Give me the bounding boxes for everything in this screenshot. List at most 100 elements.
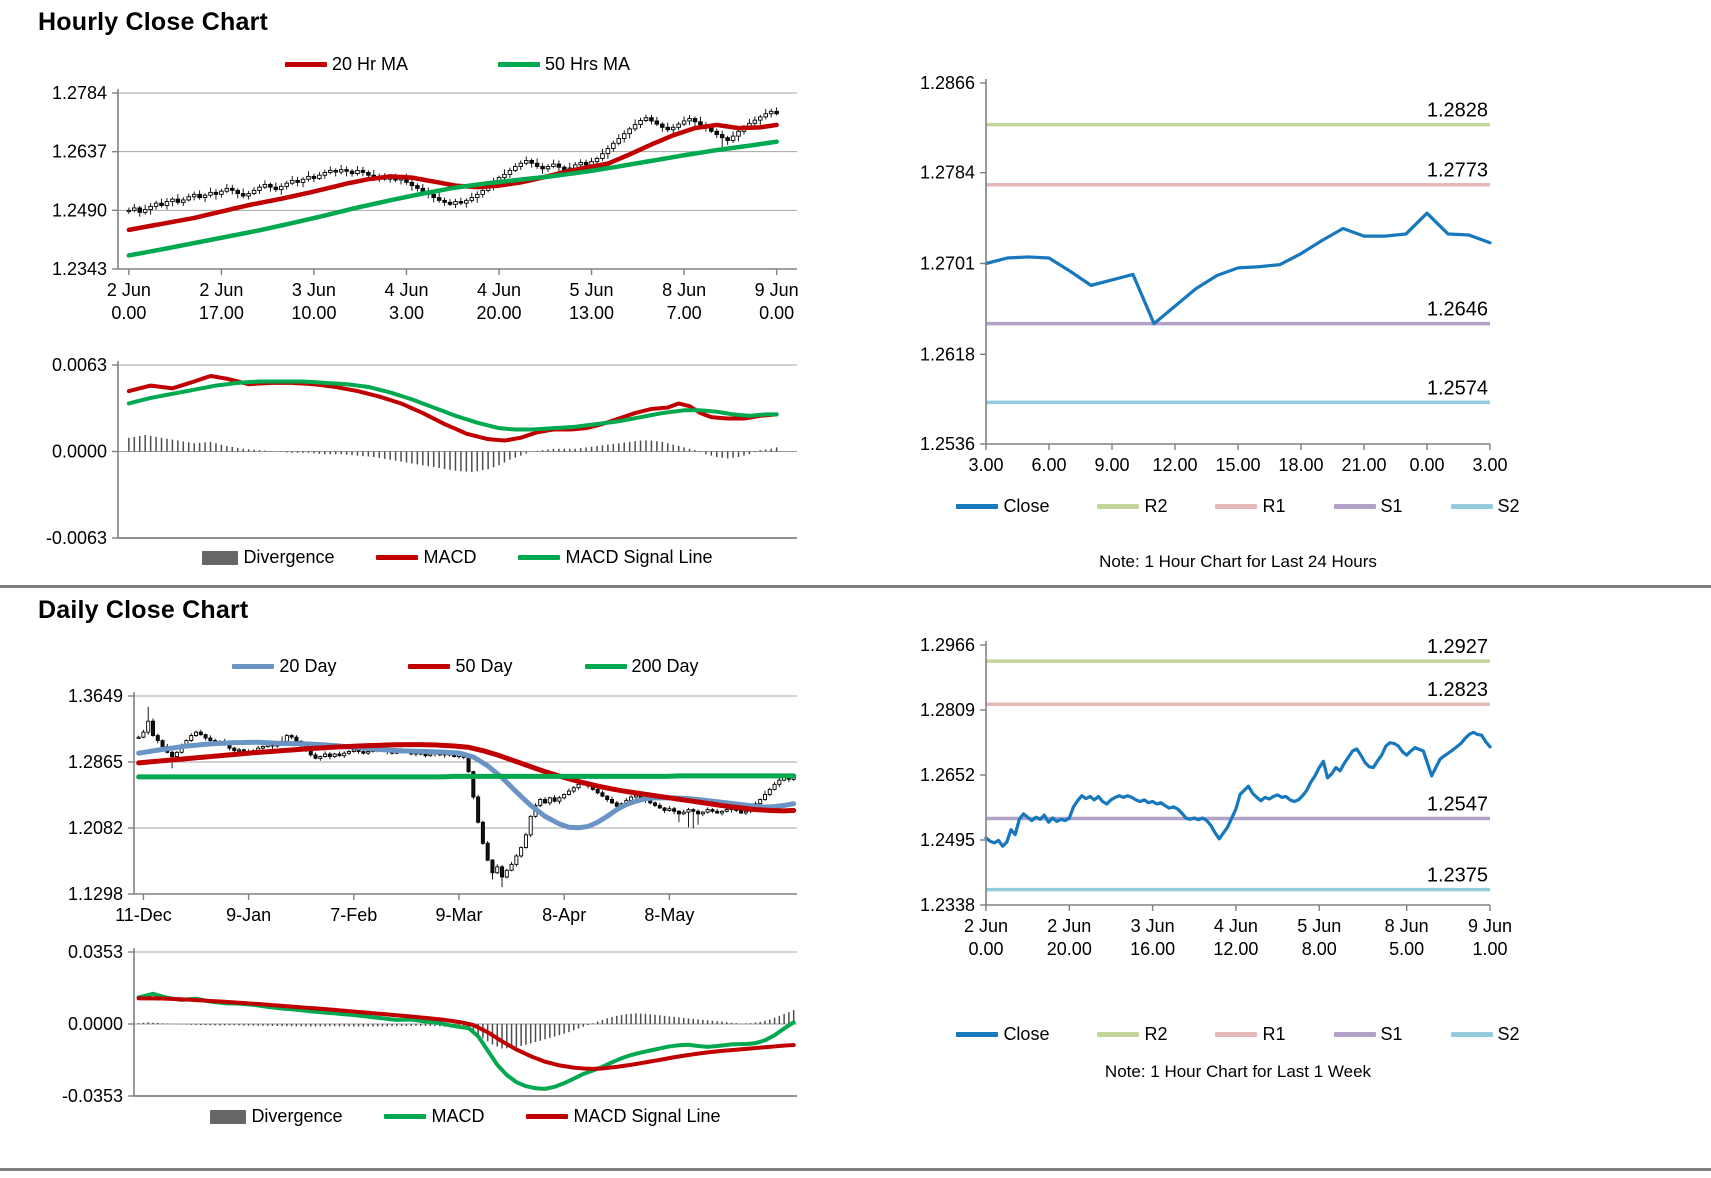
daily-pivot-chart: 1.2927 1.2823 1.2547 1.2375 1.2966 1.2809 1.26… — [880, 610, 1540, 1178]
legend-item-macd-signal-line: MACD Signal Line — [518, 547, 713, 568]
legend-swatch — [1450, 504, 1493, 509]
x-tick-label: 8-Apr — [542, 905, 586, 925]
legend-label: S1 — [1380, 1024, 1403, 1044]
legend-swatch — [284, 62, 327, 67]
legend-swatch — [384, 1114, 427, 1119]
x-tick-label: 4 Jun — [384, 280, 428, 300]
legend-item-s1: S1 — [1333, 1024, 1403, 1045]
y-tick-label: 1.3649 — [68, 686, 123, 706]
legend-label: Divergence — [243, 547, 335, 567]
x-tick-sublabel: 1.00 — [1472, 939, 1507, 959]
x-tick-sublabel: 5.00 — [1389, 939, 1424, 959]
pivot-label-s2: 1.2574 — [1427, 377, 1488, 399]
hourly-macd-chart: 0.0063 0.0000 -0.0063 Divergence MACD MACD Si… — [28, 325, 810, 583]
y-tick-label: 1.2865 — [68, 752, 123, 772]
x-tick-label: 2 Jun — [199, 280, 243, 300]
pivot-label-s1: 1.2646 — [1427, 299, 1488, 321]
legend-label: 20 Hr MA — [331, 54, 408, 74]
legend-swatch — [956, 504, 999, 509]
legend-swatch — [1215, 504, 1258, 509]
x-axis: 2 Jun 0.00 2 Jun 17.00 3 Jun 10.00 4 Jun 3.00 4 … — [107, 269, 799, 323]
legend-label: MACD — [431, 1106, 485, 1126]
y-axis: 1.2784 1.2637 1.2490 1.2343 — [52, 83, 119, 279]
legend-swatch — [1097, 1032, 1140, 1037]
legend-label: MACD — [423, 547, 477, 567]
y-tick-label: 1.2338 — [920, 895, 975, 915]
legend-swatch — [1097, 504, 1140, 509]
x-tick-label: 2 Jun — [1047, 916, 1091, 936]
x-tick-label: 3.00 — [968, 455, 1003, 475]
pivot-label-s1: 1.2547 — [1427, 793, 1488, 815]
hourly-macd-plot: 0.0063 0.0000 -0.0063 — [46, 355, 797, 548]
series-macd — [136, 991, 796, 1091]
legend-item-50-day: 50 Day — [408, 656, 513, 677]
y-axis: 1.2966 1.2809 1.2652 1.2495 1.2338 — [920, 635, 987, 915]
x-tick-label: 21.00 — [1341, 455, 1386, 475]
y-tick-label: 1.2701 — [920, 254, 975, 274]
legend-label: R1 — [1262, 1024, 1286, 1044]
y-tick-label: 0.0000 — [68, 1014, 123, 1034]
legend-swatch — [1333, 504, 1376, 509]
section-divider — [0, 585, 1711, 588]
x-tick-label: 12.00 — [1152, 455, 1197, 475]
x-tick-sublabel: 20.00 — [1047, 939, 1092, 959]
x-tick-label: 9.00 — [1094, 455, 1129, 475]
series-50-day — [136, 742, 797, 814]
hourly-pivot-chart: 1.2828 1.2773 1.2646 1.2574 1.2866 1.2784 1.27… — [880, 50, 1540, 585]
legend-item-macd: MACD — [376, 547, 476, 568]
legend-label: R1 — [1262, 496, 1286, 516]
x-axis: 11-Dec 9-Jan 7-Feb 9-Mar 8-Apr 8-May — [115, 894, 694, 925]
close-line — [984, 211, 1492, 326]
candles — [126, 107, 779, 217]
x-tick-sublabel: 0.00 — [111, 303, 146, 323]
y-tick-label: 1.2809 — [920, 700, 975, 720]
y-tick-label: 0.0353 — [68, 942, 123, 962]
legend-swatch — [584, 664, 627, 669]
daily-price-chart: 1.3649 1.2865 1.2082 1.1298 11-Dec 9-Jan 7-Feb… — [28, 640, 810, 940]
y-axis: 1.2866 1.2784 1.2701 1.2618 1.2536 — [920, 73, 987, 454]
daily-pivot-plot: 1.2927 1.2823 1.2547 1.2375 1.2966 1.2809 1.26… — [920, 635, 1512, 959]
x-tick-label: 11-Dec — [115, 905, 172, 925]
legend-label: MACD Signal Line — [565, 547, 713, 567]
series-20-hr-ma — [126, 122, 779, 233]
x-tick-label: 3 Jun — [292, 280, 336, 300]
legend-item-s2: S2 — [1450, 1024, 1520, 1045]
legend-item-divergence: Divergence — [210, 1106, 342, 1127]
legend-label: S1 — [1380, 496, 1403, 516]
legend-label: 50 Hrs MA — [545, 54, 631, 74]
legend-label: Divergence — [251, 1106, 343, 1126]
series-macd-signal-line — [136, 996, 796, 1071]
close-line — [984, 730, 1492, 848]
x-tick-label: 2 Jun — [964, 916, 1008, 936]
series-50-hrs-ma — [126, 139, 779, 258]
pivot-lines: 1.2828 1.2773 1.2646 1.2574 — [986, 100, 1490, 405]
x-tick-sublabel: 0.00 — [759, 303, 794, 323]
legend-swatch — [376, 555, 419, 560]
y-tick-label: 1.2866 — [920, 73, 975, 93]
legend-label: 200 Day — [631, 656, 699, 676]
legend-item-r2: R2 — [1097, 496, 1167, 517]
legend-swatch — [498, 62, 540, 67]
legend-item-close: Close — [956, 496, 1049, 517]
legend-item-s1: S1 — [1333, 496, 1403, 517]
x-tick-sublabel: 12.00 — [1213, 939, 1258, 959]
x-tick-sublabel: 13.00 — [569, 303, 614, 323]
y-tick-label: 1.2618 — [920, 344, 975, 364]
y-tick-label: -0.0353 — [62, 1086, 123, 1106]
x-tick-sublabel: 3.00 — [389, 303, 424, 323]
hourly-section-title: Hourly Close Chart — [38, 8, 269, 36]
legend-item-macd-signal-line: MACD Signal Line — [526, 1106, 721, 1127]
legend-swatch — [202, 550, 239, 565]
legend-label: R2 — [1144, 1024, 1168, 1044]
x-tick-sublabel: 20.00 — [476, 303, 521, 323]
pivot-label-r1: 1.2823 — [1427, 679, 1488, 701]
y-tick-label: 1.2343 — [52, 259, 107, 279]
hourly-price-chart: 1.2784 1.2637 1.2490 1.2343 2 Jun 0.00 2 Jun 17… — [28, 40, 810, 325]
hourly-macd-legend: Divergence MACD MACD Signal Line — [118, 547, 797, 568]
y-tick-label: 1.1298 — [68, 884, 123, 904]
x-tick-label: 5 Jun — [570, 280, 614, 300]
pivot-label-r1: 1.2773 — [1427, 160, 1488, 182]
